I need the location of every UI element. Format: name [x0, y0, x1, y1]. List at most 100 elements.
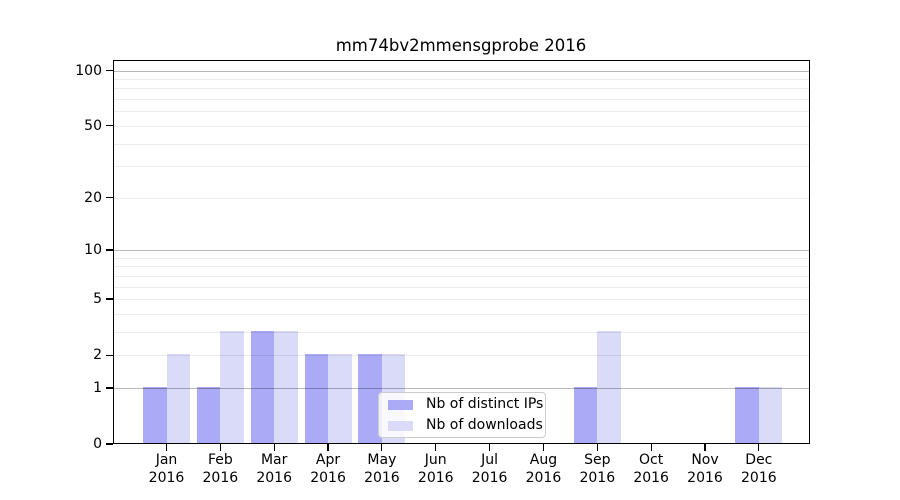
x-tick-month: May	[367, 452, 397, 468]
y-tick-5	[106, 298, 113, 300]
x-tick-year: 2016	[364, 469, 400, 486]
x-tick-jul	[489, 444, 491, 451]
x-tick-may	[381, 444, 383, 451]
gridline-y-4	[114, 313, 809, 315]
bar-distinct-ips-may	[358, 354, 382, 443]
x-tick-month: Feb	[207, 452, 233, 468]
legend-swatch-downloads	[388, 420, 413, 431]
gridline-y-9	[114, 257, 809, 259]
bar-distinct-ips-dec	[735, 386, 759, 443]
y-tick-label-50: 50	[84, 117, 102, 134]
x-tick-year: 2016	[202, 469, 239, 486]
bar-downloads-dec	[758, 386, 783, 443]
gridline-y-2	[114, 355, 809, 357]
x-tick-dec	[758, 444, 760, 451]
gridline-y-70	[114, 99, 809, 101]
legend-item-downloads: Nb of downloads	[388, 417, 543, 434]
x-tick-year: 2016	[525, 469, 562, 486]
bar-downloads-sep	[597, 330, 621, 443]
bar-downloads-apr	[328, 354, 352, 443]
y-tick-2	[106, 354, 113, 356]
gridline-y-6	[114, 286, 809, 288]
y-tick-20	[106, 197, 113, 199]
gridline-y-50	[114, 125, 809, 127]
bar-distinct-ips-apr	[304, 354, 329, 443]
x-tick-label-jun: Jun 2016	[418, 452, 454, 487]
x-tick-feb	[219, 444, 221, 451]
x-tick-mar	[273, 444, 275, 451]
legend-label-downloads: Nb of downloads	[426, 417, 543, 433]
x-tick-year: 2016	[417, 469, 454, 486]
legend: Nb of distinct IPs Nb of downloads	[378, 392, 546, 438]
y-tick-100	[106, 70, 113, 72]
x-tick-year: 2016	[471, 469, 508, 486]
x-tick-month: Dec	[745, 452, 773, 468]
bar-distinct-ips-mar	[250, 330, 275, 443]
gridline-y-60	[114, 111, 809, 113]
x-tick-label-apr: Apr 2016	[310, 452, 346, 487]
x-tick-nov	[704, 444, 706, 451]
legend-item-distinct-ips: Nb of distinct IPs	[388, 396, 543, 413]
bar-downloads-feb	[220, 330, 244, 443]
plot-area	[113, 60, 810, 444]
x-tick-label-may: May 2016	[364, 452, 400, 487]
y-tick-50	[106, 125, 113, 127]
x-tick-year: 2016	[148, 469, 185, 486]
bar-distinct-ips-jan	[143, 386, 167, 443]
gridline-y-80	[114, 88, 809, 90]
x-tick-jan	[165, 444, 168, 451]
y-tick-1	[106, 387, 113, 389]
chart-title: mm74bv2mmensgprobe 2016	[335, 36, 587, 55]
x-tick-label-jan: Jan 2016	[149, 452, 185, 487]
gridline-y-100	[114, 70, 809, 72]
x-tick-year: 2016	[310, 469, 346, 486]
x-tick-month: Aug	[529, 452, 558, 468]
legend-label-distinct-ips: Nb of distinct IPs	[426, 396, 544, 412]
gridline-y-1	[114, 387, 809, 389]
x-tick-sep	[596, 444, 598, 451]
gridline-y-3	[114, 331, 809, 333]
x-tick-jun	[435, 444, 437, 451]
x-tick-apr	[327, 444, 329, 451]
x-tick-month: Apr	[315, 452, 341, 468]
y-tick-label-1: 1	[93, 379, 102, 396]
x-tick-month: Mar	[260, 452, 288, 468]
x-tick-month: Nov	[691, 452, 719, 468]
bar-distinct-ips-sep	[573, 386, 598, 443]
y-tick-label-20: 20	[84, 189, 102, 206]
y-tick-label-5: 5	[93, 291, 102, 308]
gridline-y-8	[114, 266, 809, 268]
bar-distinct-ips-feb	[196, 386, 221, 443]
x-tick-year: 2016	[256, 469, 293, 486]
gridline-y-5	[114, 299, 809, 301]
x-tick-month: Jun	[424, 452, 447, 468]
x-tick-label-mar: Mar 2016	[256, 452, 292, 487]
x-tick-aug	[542, 444, 545, 451]
x-tick-oct	[650, 444, 652, 451]
gridline-y-90	[114, 79, 809, 81]
bar-downloads-mar	[274, 330, 298, 443]
legend-swatch-distinct-ips	[388, 399, 413, 410]
x-tick-label-aug: Aug 2016	[526, 452, 562, 487]
y-tick-label-2: 2	[93, 347, 102, 364]
x-tick-month: Jan	[155, 452, 178, 468]
bar-downloads-jan	[166, 354, 190, 443]
x-tick-label-sep: Sep 2016	[579, 452, 615, 487]
x-tick-year: 2016	[687, 469, 723, 486]
x-tick-label-feb: Feb 2016	[203, 452, 239, 487]
y-tick-0	[106, 443, 113, 445]
x-tick-month: Sep	[584, 452, 611, 468]
y-tick-10	[106, 249, 113, 251]
y-tick-label-0: 0	[93, 436, 102, 452]
gridline-y-7	[114, 275, 809, 277]
x-tick-year: 2016	[579, 469, 616, 486]
gridline-y-40	[114, 143, 809, 145]
x-tick-label-oct: Oct 2016	[633, 452, 669, 487]
x-tick-month: Jul	[481, 452, 499, 468]
gridline-y-30	[114, 166, 809, 168]
y-tick-label-100: 100	[75, 62, 102, 79]
x-tick-label-nov: Nov 2016	[687, 452, 723, 487]
x-tick-label-dec: Dec 2016	[741, 452, 777, 487]
gridline-y-20	[114, 197, 809, 199]
